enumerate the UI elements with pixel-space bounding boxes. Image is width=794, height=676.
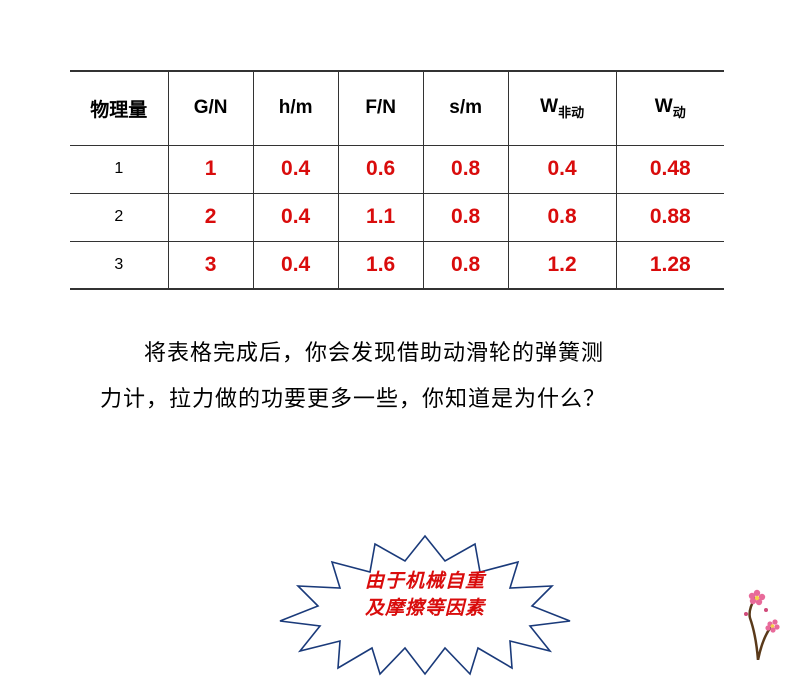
cell-value: 1.2 (508, 241, 616, 289)
row-number: 1 (70, 145, 168, 193)
cell-value: 0.8 (423, 145, 508, 193)
cell-value: 3 (168, 241, 253, 289)
data-table: 物理量 G/N h/m F/N s/m W非动 W动 1 1 0.4 0.6 0… (70, 70, 724, 290)
cell-value: 0.8 (423, 241, 508, 289)
cell-value: 0.8 (423, 193, 508, 241)
row-number: 2 (70, 193, 168, 241)
cell-value: 0.48 (616, 145, 724, 193)
cell-value: 1.28 (616, 241, 724, 289)
paragraph-line-2: 力计，拉力做的功要更多一些，你知道是为什么？ (100, 386, 606, 411)
starburst-line-2: 及摩擦等因素 (365, 596, 485, 623)
col-header-3: F/N (338, 71, 423, 145)
starburst-text: 由于机械自重 及摩擦等因素 (310, 546, 540, 646)
cell-value: 0.88 (616, 193, 724, 241)
col-header-6: W动 (616, 71, 724, 145)
cell-value: 0.8 (508, 193, 616, 241)
plum-blossom-icon (728, 580, 788, 660)
row-number: 3 (70, 241, 168, 289)
cell-value: 0.4 (253, 193, 338, 241)
col-header-4: s/m (423, 71, 508, 145)
body-paragraph: 将表格完成后，你会发现借助动滑轮的弹簧测 力计，拉力做的功要更多一些，你知道是为… (100, 330, 694, 422)
cell-value: 0.6 (338, 145, 423, 193)
col-header-0: 物理量 (70, 71, 168, 145)
starburst-line-1: 由于机械自重 (365, 569, 485, 596)
table-row: 1 1 0.4 0.6 0.8 0.4 0.48 (70, 145, 724, 193)
starburst-callout: 由于机械自重 及摩擦等因素 (310, 546, 540, 646)
col-header-2: h/m (253, 71, 338, 145)
cell-value: 1.1 (338, 193, 423, 241)
col-header-5: W非动 (508, 71, 616, 145)
table-row: 3 3 0.4 1.6 0.8 1.2 1.28 (70, 241, 724, 289)
physics-table: 物理量 G/N h/m F/N s/m W非动 W动 1 1 0.4 0.6 0… (70, 70, 724, 290)
paragraph-line-1: 将表格完成后，你会发现借助动滑轮的弹簧测 (100, 330, 694, 376)
cell-value: 1.6 (338, 241, 423, 289)
cell-value: 0.4 (253, 145, 338, 193)
header-row: 物理量 G/N h/m F/N s/m W非动 W动 (70, 71, 724, 145)
table-row: 2 2 0.4 1.1 0.8 0.8 0.88 (70, 193, 724, 241)
cell-value: 1 (168, 145, 253, 193)
cell-value: 0.4 (253, 241, 338, 289)
col-header-1: G/N (168, 71, 253, 145)
cell-value: 0.4 (508, 145, 616, 193)
cell-value: 2 (168, 193, 253, 241)
